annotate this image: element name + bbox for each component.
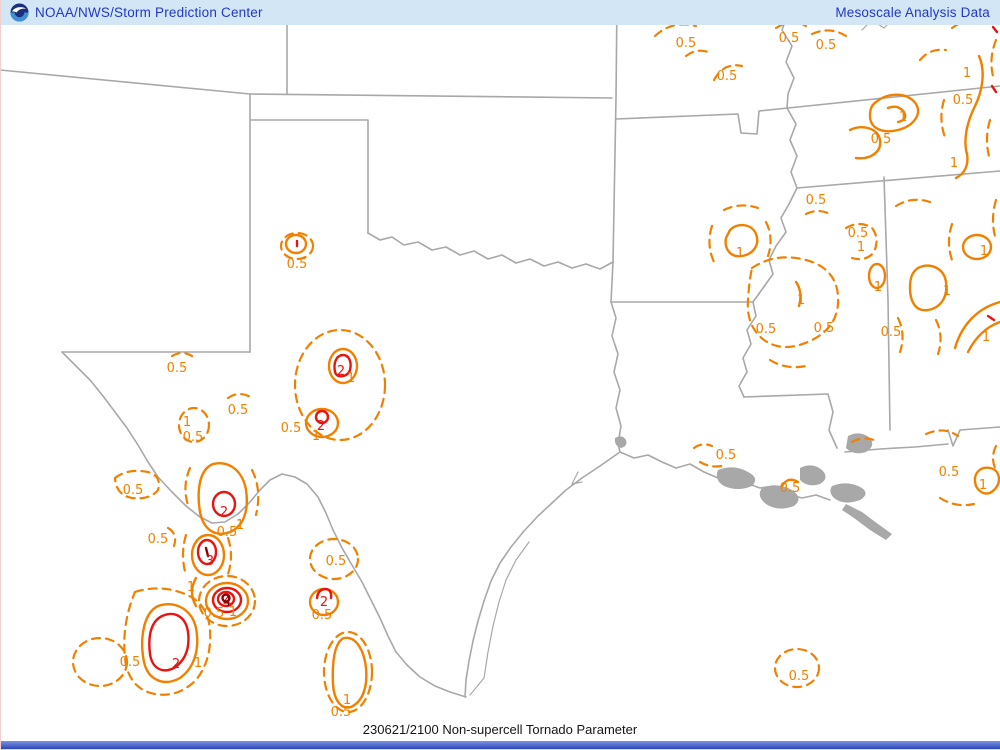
- contour-label: 0.5: [123, 483, 144, 498]
- contour-label: 1: [980, 244, 988, 259]
- contour-label: 0.5: [871, 132, 892, 147]
- contour-label: 1: [194, 656, 202, 671]
- contours-dashed-0p5: [71, 17, 998, 714]
- header-right-title: Mesoscale Analysis Data: [835, 5, 990, 20]
- header-left: NOAA/NWS/Storm Prediction Center: [10, 3, 263, 22]
- contour-label: 1: [312, 429, 320, 444]
- barrier-islands: [469, 541, 530, 696]
- mississippi-river: [738, 0, 798, 398]
- contour-label: 1: [857, 240, 865, 255]
- contour-label: 1: [943, 284, 951, 299]
- contour-label: 1: [899, 110, 907, 125]
- contour-label: 0.5: [806, 193, 827, 208]
- contour-label: 2: [337, 364, 345, 379]
- contour-label: 0.5: [167, 361, 188, 376]
- contour-label: 1: [950, 156, 958, 171]
- contour-label: 3: [206, 554, 214, 569]
- contour-label: 2: [220, 505, 228, 520]
- contour-label: 1: [979, 478, 987, 493]
- contour-label: 1: [347, 371, 355, 386]
- contour-label: 0.5: [204, 606, 225, 621]
- contours-darkred-4: [204, 546, 231, 603]
- rio-grande: [61, 351, 467, 698]
- contour-label: 2: [320, 595, 328, 610]
- contour-label: 0.5: [779, 31, 800, 46]
- contours-red-2-3: [148, 25, 999, 672]
- contour-label: 1: [963, 66, 971, 81]
- contour-label: 0.5: [331, 705, 352, 720]
- contour-label: 1: [982, 330, 990, 345]
- contour-label: 0.5: [848, 226, 869, 241]
- contour-label: 0.5: [228, 403, 249, 418]
- coastal-waters: [614, 433, 892, 540]
- contour-label: 0.5: [716, 448, 737, 463]
- contour-label: 0.5: [953, 93, 974, 108]
- contours-solid-1: [141, 54, 1000, 709]
- state-borders: [0, 0, 1000, 453]
- contour-label: 0.5: [780, 481, 801, 496]
- contour-label: 0.5: [312, 608, 333, 623]
- contour-label: 0.5: [939, 465, 960, 480]
- contour-label: 4: [223, 595, 231, 610]
- contour-label: 1: [797, 293, 805, 308]
- footer-blue-bar: [0, 741, 1000, 749]
- header-bar: NOAA/NWS/Storm Prediction Center Mesosca…: [0, 0, 1000, 25]
- contour-label: 0.5: [287, 257, 308, 272]
- contour-label: 0.5: [717, 69, 738, 84]
- product-caption: 230621/2100 Non-supercell Tornado Parame…: [362, 722, 638, 737]
- page-edge-left: [0, 0, 1, 750]
- contour-label: 1: [187, 580, 195, 595]
- contour-label: 1: [736, 246, 744, 261]
- contour-label: 1: [236, 518, 244, 533]
- header-left-title: NOAA/NWS/Storm Prediction Center: [35, 5, 263, 20]
- noaa-logo: [10, 3, 29, 22]
- contour-label: 2: [172, 657, 180, 672]
- contour-label: 1: [343, 693, 351, 708]
- contour-label: 0.5: [148, 532, 169, 547]
- contour-label: 0.5: [814, 321, 835, 336]
- contour-label: 1: [229, 605, 237, 620]
- contour-label: 2: [317, 419, 325, 434]
- contour-label: 0.5: [120, 655, 141, 670]
- contour-label: 1: [183, 415, 191, 430]
- contour-label: 1: [874, 280, 882, 295]
- galveston-bay: [571, 471, 583, 485]
- contour-label: 0.5: [217, 525, 238, 540]
- contour-label: 0.5: [281, 421, 302, 436]
- contour-label: 0.5: [816, 38, 837, 53]
- contour-label: 0.5: [676, 36, 697, 51]
- contour-label: 0.5: [183, 430, 204, 445]
- contour-label: 0.5: [326, 554, 347, 569]
- texas-coast: [464, 451, 621, 698]
- contour-label: 0.5: [789, 669, 810, 684]
- contour-label: 0.5: [881, 325, 902, 340]
- contour-label: 0.5: [756, 322, 777, 337]
